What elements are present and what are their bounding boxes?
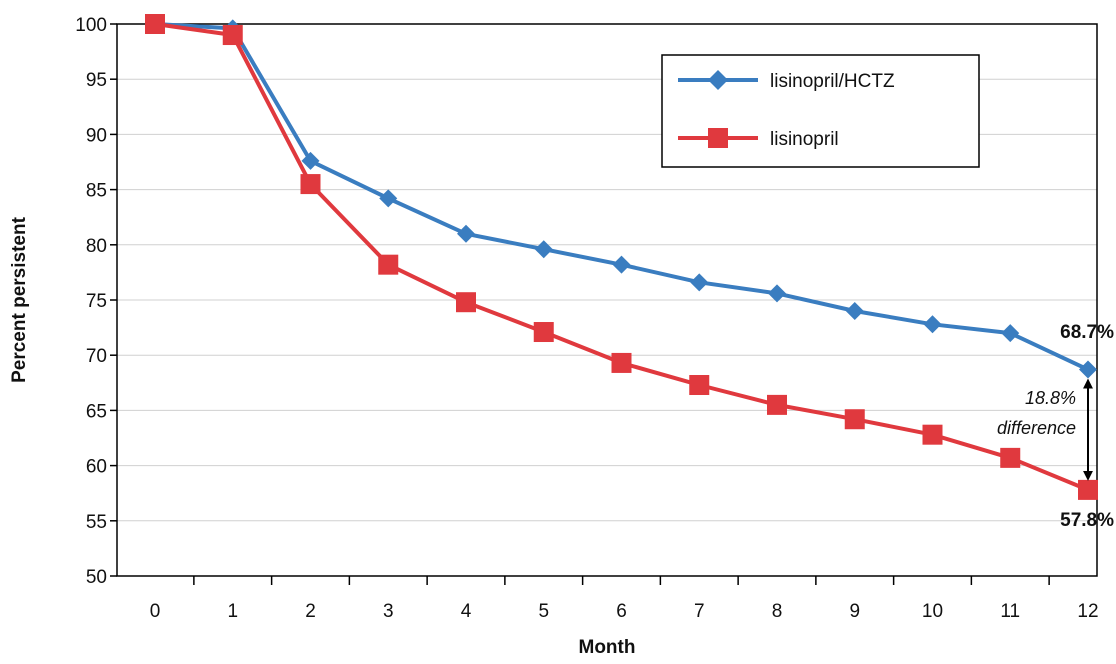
data-point-diamond: [845, 302, 864, 321]
x-tick-label: 5: [538, 601, 549, 622]
y-tick-label: 80: [86, 236, 107, 257]
x-tick-label: 6: [616, 601, 627, 622]
y-axis-title: Percent persistent: [9, 216, 30, 382]
data-point-diamond: [1001, 324, 1020, 343]
x-tick-label: 10: [922, 601, 943, 622]
data-point-diamond: [690, 273, 709, 292]
data-point-diamond: [534, 240, 553, 259]
end-value-label-top: 68.7%: [1060, 322, 1114, 343]
data-point-square: [456, 292, 476, 313]
data-point-diamond: [768, 284, 786, 303]
legend-label-lisinopril: lisinopril: [770, 129, 839, 150]
y-tick-label: 65: [86, 401, 107, 422]
data-point-diamond: [612, 255, 631, 274]
data-point-diamond: [379, 189, 398, 208]
difference-label-text: difference: [997, 418, 1076, 438]
data-point-square: [222, 25, 243, 46]
difference-label-value: 18.8%: [1025, 388, 1076, 408]
x-tick-label: 11: [1000, 601, 1020, 622]
x-tick-label: 7: [694, 601, 705, 622]
series: [145, 14, 1098, 500]
y-tick-label: 100: [75, 15, 107, 36]
x-tick-label: 9: [849, 601, 860, 622]
data-point-diamond: [457, 224, 475, 243]
end-value-label-bottom: 57.8%: [1060, 510, 1114, 531]
y-tick-label: 75: [86, 291, 107, 312]
data-point-square: [922, 424, 943, 445]
y-tick-label: 70: [86, 346, 107, 367]
data-point-diamond: [1079, 360, 1097, 379]
data-point-square: [611, 352, 632, 373]
data-point-square: [533, 322, 554, 343]
legend-label-lisinopril-hctz: lisinopril/HCTZ: [770, 71, 895, 92]
y-tick-label: 90: [86, 125, 107, 146]
x-tick-label: 0: [150, 601, 161, 622]
data-point-diamond: [301, 151, 320, 170]
x-tick-label: 1: [227, 601, 238, 622]
x-tick-label: 12: [1077, 601, 1098, 622]
data-point-square: [378, 254, 399, 275]
y-tick-label: 85: [86, 181, 107, 202]
y-tick-label: 55: [86, 512, 107, 533]
x-tick-label: 8: [772, 601, 783, 622]
data-point-diamond: [923, 315, 942, 334]
data-point-square: [844, 409, 865, 430]
data-point-square: [689, 375, 710, 396]
gridlines: [117, 78, 1097, 522]
legend-marker-square: [708, 128, 728, 148]
x-tick-label: 2: [305, 601, 316, 622]
legend: lisinopril/HCTZ lisinopril: [661, 54, 980, 168]
legend-marker-diamond: [708, 70, 728, 90]
data-point-square: [145, 14, 165, 34]
y-tick-label: 95: [86, 70, 107, 91]
data-point-square: [767, 394, 787, 415]
x-tick-label: 3: [383, 601, 394, 622]
x-axis-title: Month: [579, 637, 636, 658]
x-tick-label: 4: [461, 601, 472, 622]
data-point-square: [300, 174, 321, 195]
y-tick-label: 50: [86, 567, 107, 588]
y-tick-label: 60: [86, 457, 107, 478]
data-point-square: [1000, 447, 1021, 468]
data-point-square: [1078, 479, 1098, 500]
